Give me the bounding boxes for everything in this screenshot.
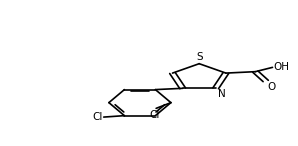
- Text: N: N: [218, 89, 226, 99]
- Text: Cl: Cl: [150, 110, 160, 120]
- Text: S: S: [196, 52, 203, 62]
- Text: OH: OH: [274, 62, 290, 72]
- Text: O: O: [267, 82, 275, 92]
- Text: Cl: Cl: [92, 112, 102, 122]
